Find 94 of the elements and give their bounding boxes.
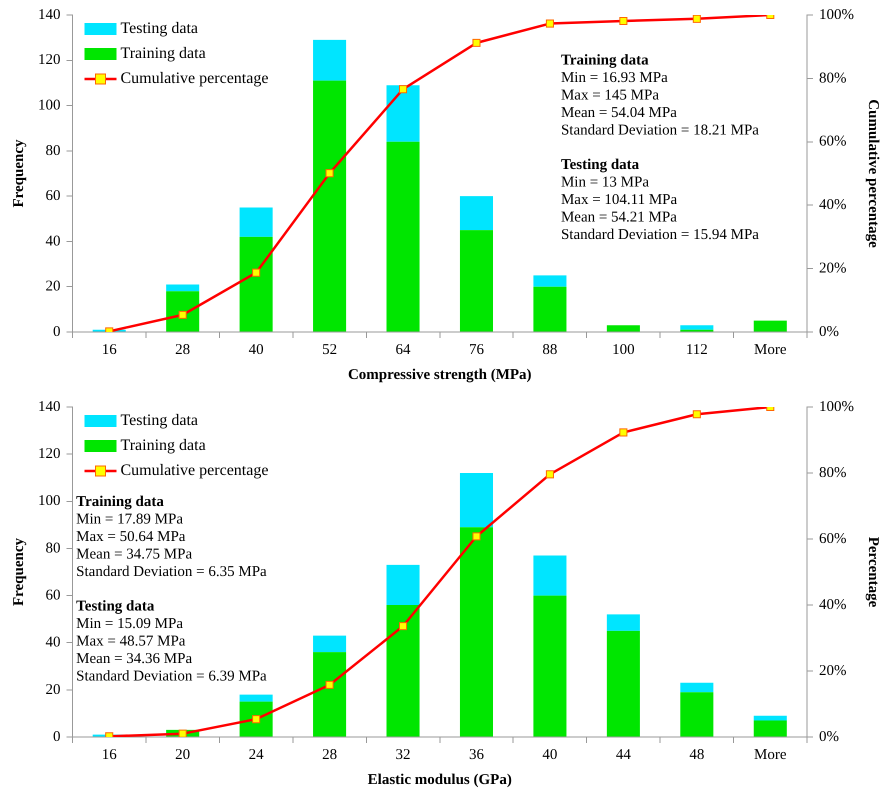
- y2-tick-label: 0%: [819, 728, 840, 745]
- x-tick-label: 20: [175, 746, 190, 763]
- bar: [386, 142, 420, 332]
- bar: [386, 564, 420, 605]
- y-tick-label: 100: [38, 98, 60, 114]
- y2-tick-label: 80%: [819, 464, 847, 481]
- y2-tick-label: 20%: [819, 260, 847, 277]
- legend-label: Training data: [120, 45, 206, 62]
- x-tick-label: More: [754, 746, 787, 763]
- legend-label: Cumulative percentage: [120, 462, 268, 480]
- bar: [606, 630, 640, 736]
- legend-label: Testing data: [120, 412, 198, 430]
- y2-tick-label: 40%: [819, 596, 847, 613]
- bar: [606, 614, 640, 631]
- bar: [313, 80, 346, 332]
- x-tick-label: 16: [102, 342, 118, 358]
- x-tick-label: More: [754, 342, 787, 358]
- bar: [754, 716, 787, 720]
- y2-axis-title: Cumulative percentage: [865, 99, 882, 248]
- legend-label: Training data: [120, 437, 206, 454]
- y-tick-label: 80: [46, 540, 60, 556]
- y2-tick-label: 60%: [819, 530, 847, 547]
- y2-tick-label: 20%: [819, 662, 847, 679]
- y-tick-label: 120: [38, 446, 60, 462]
- bar: [680, 682, 714, 692]
- bar: [240, 236, 273, 332]
- legend-label: Cumulative percentage: [120, 70, 268, 88]
- bar: [166, 291, 200, 332]
- y-tick-label: 60: [46, 188, 60, 204]
- bar: [386, 85, 420, 142]
- y-tick-label: 20: [46, 278, 60, 295]
- y-tick-label: 80: [46, 142, 60, 159]
- bar: [313, 636, 346, 652]
- x-axis-title: Compressive strength (MPa): [348, 366, 532, 383]
- annotation: Training data Min = 16.93 MPa Max = 145 MPa Mean = 54.04 MPa Standard Deviation = 18.21 MPa: [560, 52, 760, 138]
- y-tick-label: 40: [46, 634, 60, 651]
- bar: [460, 230, 494, 332]
- bar: [460, 196, 494, 230]
- bar: [533, 275, 566, 287]
- y-axis-title: Frequency: [10, 138, 27, 208]
- y-axis-title: Frequency: [10, 537, 27, 606]
- x-tick-label: 36: [468, 746, 484, 763]
- legend-label: Testing data: [120, 20, 198, 38]
- y2-axis-title: Percentage: [865, 536, 882, 608]
- bar: [533, 556, 566, 596]
- x-tick-label: 100: [612, 342, 635, 358]
- x-tick-label: 16: [102, 746, 118, 763]
- bar: [606, 325, 640, 332]
- y-tick-label: 140: [38, 6, 60, 23]
- bar: [386, 605, 420, 736]
- y2-tick-label: 100%: [819, 6, 854, 23]
- y-tick-label: 60: [46, 588, 60, 604]
- x-tick-label: 40: [542, 746, 558, 763]
- annotation: Testing data Min = 15.09 MPa Max = 48.57 MPa Mean = 34.36 MPa Standard Deviation = 6.39 MPa: [76, 598, 268, 684]
- x-tick-label: 112: [686, 342, 708, 358]
- x-tick-label: 88: [542, 342, 558, 358]
- x-tick-label: 76: [468, 342, 484, 358]
- bar: [754, 320, 787, 332]
- bar: [166, 284, 200, 292]
- bar: [240, 207, 273, 237]
- bar: [313, 40, 346, 81]
- bar: [754, 720, 787, 736]
- y-tick-label: 120: [38, 52, 60, 68]
- bar: [680, 325, 714, 330]
- x-axis-title: Elastic modulus (GPa): [368, 772, 512, 788]
- y2-tick-label: 0%: [819, 324, 840, 340]
- y-tick-label: 140: [38, 398, 60, 415]
- bar: [533, 596, 566, 736]
- bar: [460, 527, 494, 736]
- x-tick-label: 28: [322, 746, 338, 763]
- x-tick-label: 64: [396, 342, 412, 358]
- x-tick-label: 48: [689, 746, 704, 763]
- bar: [240, 694, 273, 702]
- y2-tick-label: 40%: [819, 197, 847, 214]
- y-tick-label: 40: [46, 233, 60, 250]
- bar: [460, 473, 494, 528]
- bar: [313, 652, 346, 736]
- y2-tick-label: 80%: [819, 70, 847, 86]
- x-tick-label: 52: [322, 342, 338, 358]
- y-tick-label: 100: [38, 493, 60, 510]
- x-tick-label: 44: [616, 746, 632, 763]
- y-tick-label: 0: [53, 728, 60, 745]
- y-tick-label: 0: [53, 324, 60, 340]
- y2-tick-label: 100%: [819, 398, 854, 415]
- x-tick-label: 28: [175, 342, 190, 358]
- x-tick-label: 40: [248, 342, 264, 358]
- y2-tick-label: 60%: [819, 134, 847, 150]
- bar: [533, 286, 566, 332]
- annotation: Training data Min = 17.89 MPa Max = 50.64 MPa Mean = 34.75 MPa Standard Deviation = 6.35 MPa: [76, 494, 268, 580]
- bar: [680, 692, 714, 736]
- y-tick-label: 20: [46, 682, 60, 698]
- x-tick-label: 24: [248, 746, 264, 763]
- annotation: Testing data Min = 13 MPa Max = 104.11 MPa Mean = 54.21 MPa Standard Deviation = 15.94 MPa: [560, 156, 760, 243]
- x-tick-label: 32: [396, 746, 411, 763]
